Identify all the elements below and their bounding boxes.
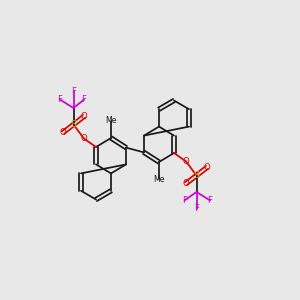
Text: F: F — [182, 196, 187, 205]
Text: O: O — [183, 157, 189, 166]
Text: Me: Me — [153, 175, 165, 184]
Text: O: O — [81, 112, 87, 121]
Text: O: O — [60, 128, 66, 137]
Text: Me: Me — [105, 116, 117, 125]
Text: O: O — [81, 134, 87, 143]
Text: S: S — [70, 120, 76, 129]
Text: O: O — [183, 179, 189, 188]
Text: O: O — [204, 163, 210, 172]
Text: F: F — [58, 95, 62, 104]
Text: F: F — [71, 87, 76, 96]
Text: F: F — [208, 196, 212, 205]
Text: F: F — [82, 95, 86, 104]
Text: S: S — [194, 171, 200, 180]
Text: F: F — [194, 204, 199, 213]
